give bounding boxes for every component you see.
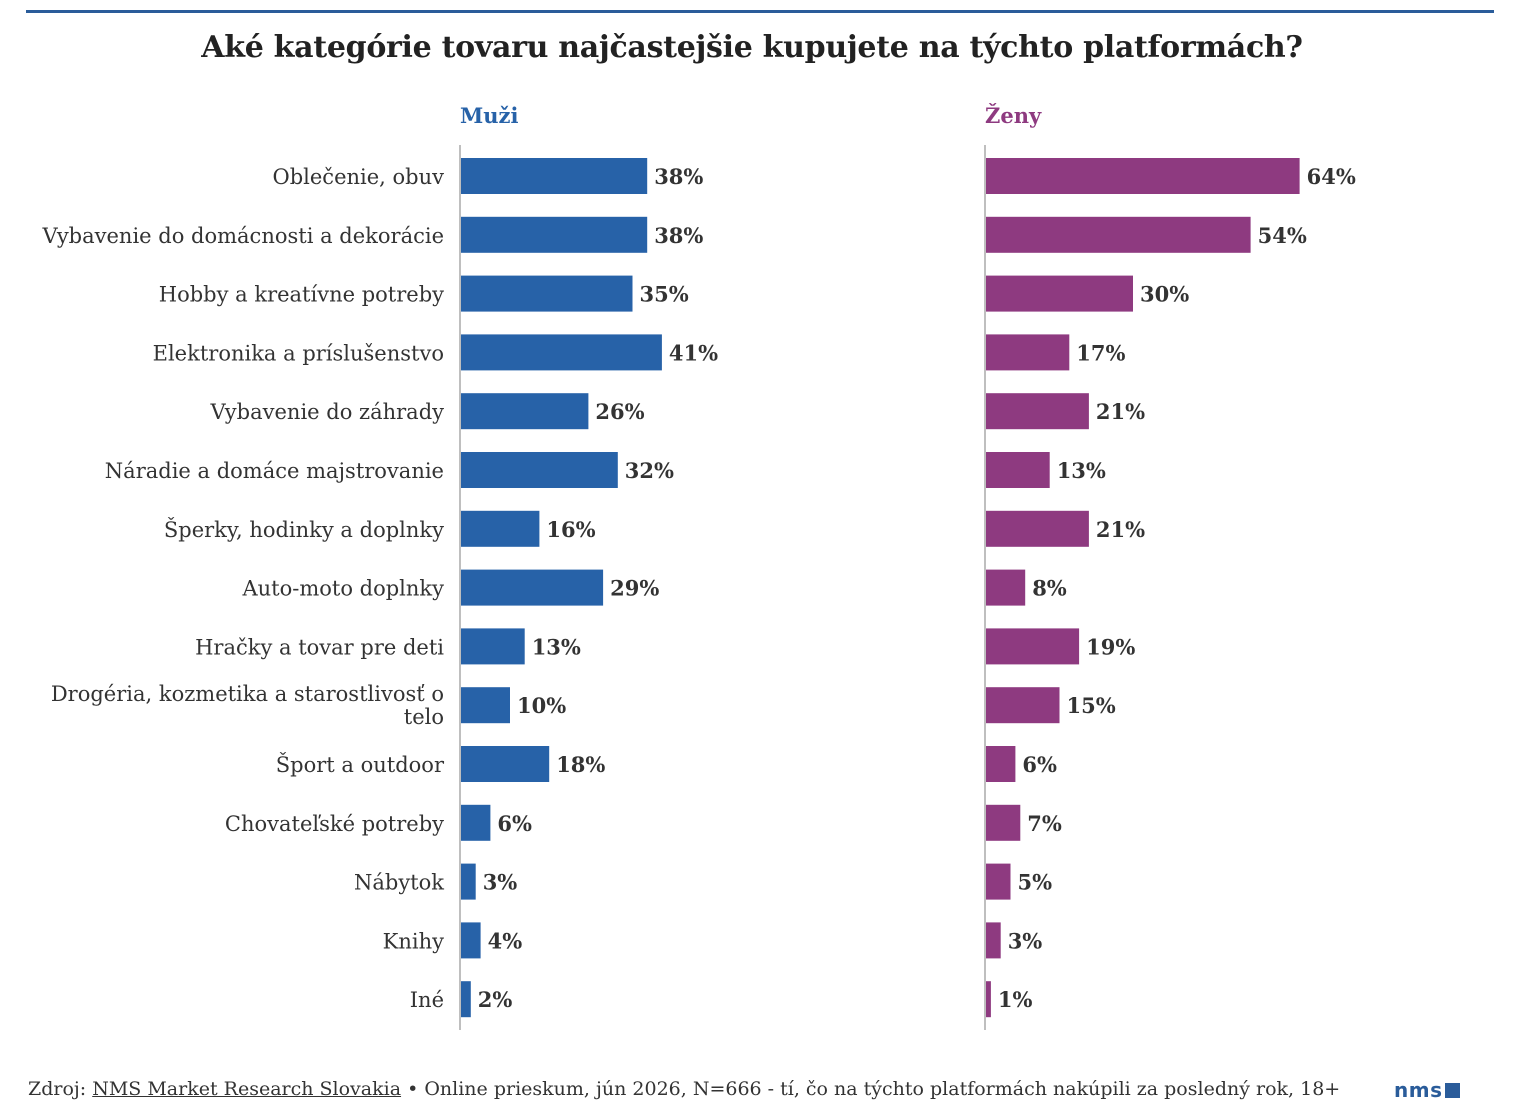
category-label: Elektronika a príslušenstvo <box>153 341 444 365</box>
data-label-women: 17% <box>1076 340 1125 365</box>
data-label-men: 6% <box>497 811 532 836</box>
bar-men <box>461 922 481 959</box>
category-label: Chovateľské potreby <box>225 812 444 836</box>
category-label: Iné <box>410 988 444 1012</box>
category-label: Hobby a kreatívne potreby <box>159 283 444 307</box>
data-label-men: 4% <box>488 928 523 953</box>
source-suffix: • Online prieskum, jún 2026, N=666 - tí,… <box>401 1078 1341 1100</box>
logo-text: nms <box>1394 1078 1443 1102</box>
category-label: Oblečenie, obuv <box>273 165 445 189</box>
bar-women <box>986 510 1089 547</box>
category-label: Hračky a tovar pre deti <box>195 635 444 659</box>
top-rule <box>26 10 1494 13</box>
data-label-women: 15% <box>1067 693 1116 718</box>
data-label-women: 21% <box>1096 517 1145 542</box>
nms-logo: nms <box>1394 1078 1461 1102</box>
bar-men <box>461 804 491 841</box>
bar-men <box>461 158 648 194</box>
bar-men <box>461 746 550 782</box>
category-label: Nábytok <box>354 871 444 895</box>
data-label-women: 54% <box>1258 223 1307 248</box>
data-label-women: 8% <box>1032 576 1067 601</box>
chart-title: Aké kategórie tovaru najčastejšie kupuje… <box>201 30 1303 65</box>
bar-men <box>461 569 604 606</box>
category-label: Drogéria, kozmetika a starostlivosť o tel… <box>51 682 444 729</box>
bar-women <box>986 334 1070 371</box>
bar-women <box>986 863 1011 900</box>
bar-men <box>461 275 633 312</box>
bar-men <box>461 863 476 900</box>
bar-men <box>461 334 662 371</box>
data-label-women: 7% <box>1027 811 1062 836</box>
data-label-men: 2% <box>478 987 513 1012</box>
bar-men <box>461 393 589 430</box>
data-label-men: 41% <box>669 340 718 365</box>
data-label-men: 38% <box>654 223 703 248</box>
bar-men <box>461 452 618 488</box>
data-label-women: 6% <box>1022 752 1057 777</box>
data-label-women: 30% <box>1140 282 1189 307</box>
bar-women <box>986 746 1016 782</box>
bar-women <box>986 628 1080 665</box>
category-label: Šport a outdoor <box>276 752 445 777</box>
category-label: Náradie a domáce majstrovanie <box>105 459 444 483</box>
bar-women <box>986 687 1060 724</box>
data-label-men: 18% <box>556 752 605 777</box>
data-label-men: 13% <box>532 634 581 659</box>
category-label: Knihy <box>383 929 444 953</box>
category-label: Auto-moto doplnky <box>241 577 444 601</box>
bar-women <box>986 216 1251 253</box>
category-label: Šperky, hodinky a doplnky <box>164 517 444 542</box>
data-label-men: 26% <box>595 399 644 424</box>
bar-men <box>461 510 540 547</box>
source-prefix: Zdroj: <box>28 1078 93 1100</box>
bar-women <box>986 452 1050 488</box>
data-label-men: 10% <box>517 693 566 718</box>
data-label-men: 35% <box>640 282 689 307</box>
data-label-women: 5% <box>1018 870 1053 895</box>
data-label-men: 38% <box>654 164 703 189</box>
bar-women <box>986 804 1021 841</box>
series-header-women: Ženy <box>985 103 1042 128</box>
source-link[interactable]: NMS Market Research Slovakia <box>92 1078 402 1100</box>
source-footer: Zdroj: NMS Market Research Slovakia • On… <box>28 1078 1340 1100</box>
category-label-line: Drogéria, kozmetika a starostlivosť o <box>51 682 444 706</box>
data-label-women: 19% <box>1086 634 1135 659</box>
data-label-women: 64% <box>1307 164 1356 189</box>
bar-men <box>461 216 648 253</box>
data-label-men: 29% <box>610 576 659 601</box>
category-label-line: telo <box>404 705 444 729</box>
bar-men <box>461 628 525 665</box>
data-label-women: 21% <box>1096 399 1145 424</box>
logo-square-icon <box>1445 1083 1461 1098</box>
bar-women <box>986 275 1133 312</box>
bar-women <box>986 922 1001 959</box>
bar-women <box>986 981 991 1018</box>
data-label-women: 1% <box>998 987 1033 1012</box>
data-label-men: 16% <box>546 517 595 542</box>
bar-men <box>461 687 510 724</box>
bar-women <box>986 569 1026 606</box>
data-label-men: 32% <box>625 458 674 483</box>
data-label-men: 3% <box>483 870 518 895</box>
bar-men <box>461 981 471 1018</box>
bar-women <box>986 393 1089 430</box>
data-label-women: 13% <box>1057 458 1106 483</box>
category-label: Vybavenie do domácnosti a dekorácie <box>42 224 445 248</box>
series-header-men: Muži <box>460 103 518 128</box>
data-label-women: 3% <box>1008 928 1043 953</box>
bar-women <box>986 158 1300 194</box>
category-label: Vybavenie do záhrady <box>209 400 444 424</box>
